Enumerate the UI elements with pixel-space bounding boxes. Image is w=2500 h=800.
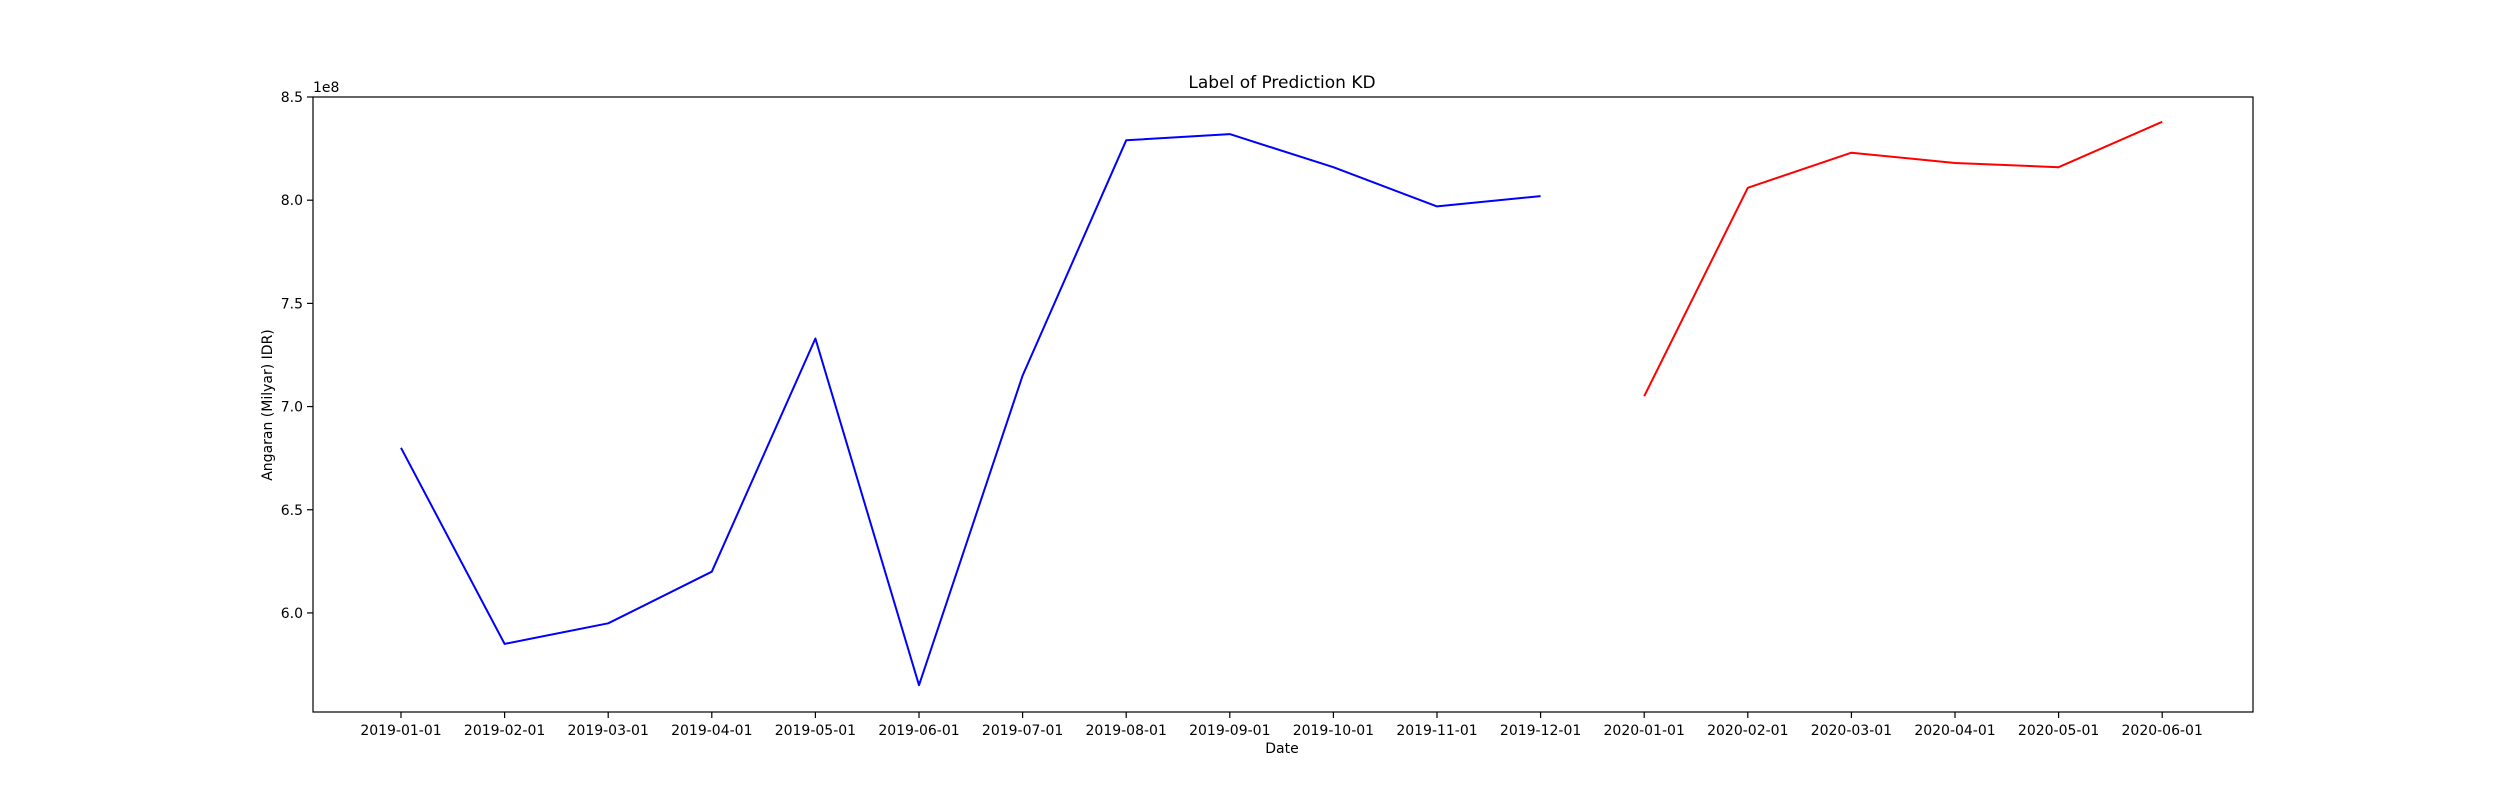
x-tick-label: 2020-05-01 [2018, 723, 2099, 739]
y-tick-label: 7.0 [281, 400, 303, 416]
x-axis-ticks: 2019-01-01 2019-02-01 2019-03-01 2019-04-01… [360, 712, 2203, 739]
x-tick-label: 2020-01-01 [1604, 723, 1685, 739]
x-tick-label: 2019-07-01 [982, 723, 1063, 739]
y-axis-label: Angaran (Milyar) IDR) [260, 329, 276, 481]
chart-title: Label of Prediction KD [1188, 73, 1375, 93]
x-tick-label: 2019-01-01 [360, 723, 441, 739]
y-tick-label: 8.5 [281, 90, 303, 106]
y-tick-label: 6.0 [281, 606, 303, 622]
x-tick-label: 2019-10-01 [1293, 723, 1374, 739]
y-axis-ticks: 6.0 6.5 7.0 7.5 8.0 8.5 [281, 90, 313, 622]
series-line-1 [400, 133, 1541, 687]
y-axis-multiplier: 1e8 [313, 80, 339, 96]
y-tick-label: 7.5 [281, 296, 303, 312]
x-tick-label: 2020-02-01 [1707, 723, 1788, 739]
series-layer [400, 120, 2163, 687]
x-tick-label: 2019-12-01 [1500, 723, 1581, 739]
x-tick-label: 2019-03-01 [568, 723, 649, 739]
x-tick-label: 2019-06-01 [878, 723, 959, 739]
x-tick-label: 2019-08-01 [1086, 723, 1167, 739]
x-axis-label: Date [1265, 741, 1298, 757]
x-tick-label: 2020-06-01 [2122, 723, 2203, 739]
x-tick-label: 2019-02-01 [464, 723, 545, 739]
x-tick-label: 2019-05-01 [775, 723, 856, 739]
x-tick-label: 2020-04-01 [1914, 723, 1995, 739]
series-line-2 [1643, 120, 2163, 397]
y-tick-label: 6.5 [281, 503, 303, 519]
y-tick-label: 8.0 [281, 193, 303, 209]
x-tick-label: 2019-04-01 [671, 723, 752, 739]
x-tick-label: 2019-09-01 [1189, 723, 1270, 739]
x-tick-label: 2019-11-01 [1396, 723, 1477, 739]
x-tick-label: 2020-03-01 [1811, 723, 1892, 739]
plot-area-frame [312, 96, 2254, 713]
